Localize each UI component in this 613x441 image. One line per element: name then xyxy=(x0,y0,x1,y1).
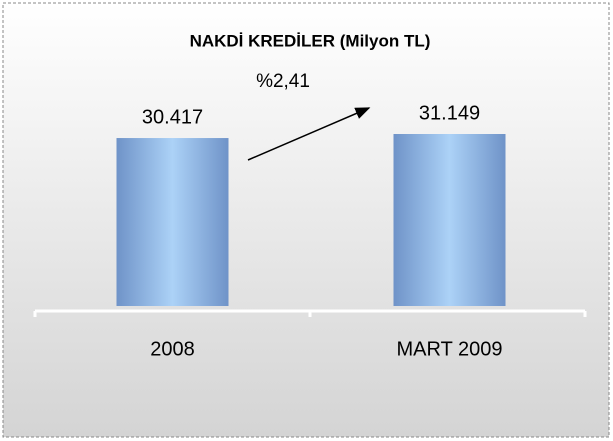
trend-arrow xyxy=(247,107,371,161)
value-label: 30.417 xyxy=(142,106,203,128)
bar xyxy=(116,138,229,306)
value-label: 31.149 xyxy=(419,102,480,124)
chart-title: NAKDİ KREDİLER (Milyon TL) xyxy=(190,31,431,50)
bar xyxy=(393,134,506,306)
annotation: %2,41 xyxy=(256,71,310,92)
x-tick-label: 2008 xyxy=(150,338,195,360)
x-tick-label: MART 2009 xyxy=(397,338,503,360)
